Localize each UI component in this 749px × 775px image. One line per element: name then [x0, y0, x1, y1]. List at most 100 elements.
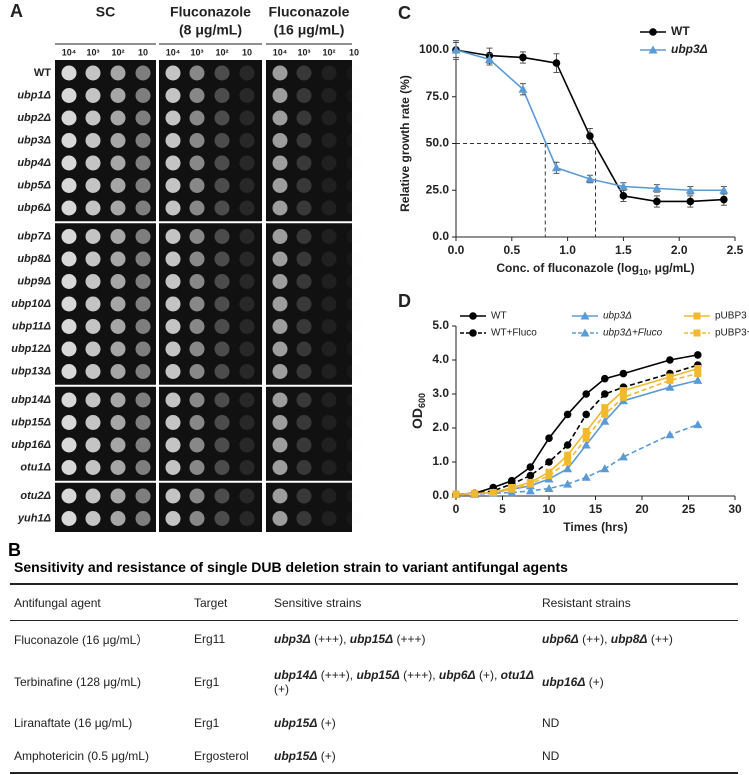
strain-label: WT — [34, 67, 51, 79]
dilution-label: 10³ — [297, 47, 310, 57]
colony-spot — [321, 392, 337, 408]
column-header: Resistant strains — [538, 583, 738, 621]
marker — [545, 472, 553, 480]
colony-spot — [346, 460, 362, 475]
colony-spot — [296, 251, 312, 267]
dilution-label: 10² — [322, 47, 335, 57]
colony-spot — [85, 460, 101, 475]
colony-spot — [214, 415, 230, 430]
colony-spot — [85, 110, 101, 126]
y-tick-label: 1.0 — [432, 454, 449, 468]
colony-spot — [346, 110, 362, 126]
legend-label: ubp3Δ+Fluco — [603, 328, 663, 339]
marker — [552, 59, 561, 67]
colony-spot — [296, 88, 312, 103]
colony-spot — [321, 319, 337, 334]
table-cell: ubp6Δ (++), ubp8Δ (++) — [542, 632, 673, 647]
colony-spot — [189, 251, 205, 267]
colony-spot — [239, 460, 255, 475]
colony-spot — [61, 341, 77, 357]
colony-spot — [272, 65, 288, 81]
colony-spot — [85, 155, 101, 171]
series-line — [455, 379, 698, 496]
colony-spot — [214, 251, 230, 267]
colony-spot — [346, 200, 362, 216]
marker — [582, 390, 590, 398]
colony-spot — [296, 178, 312, 193]
strain-label: ubp10Δ — [11, 298, 51, 310]
colony-spot — [85, 274, 101, 289]
strain-label: ubp4Δ — [17, 157, 51, 169]
colony-spot — [165, 88, 181, 103]
marker — [601, 374, 609, 383]
condition-dose: (16 μg/mL) — [274, 22, 345, 38]
colony-spot — [272, 110, 288, 126]
marker — [694, 370, 702, 378]
colony-spot — [321, 437, 337, 453]
colony-spot — [61, 460, 77, 475]
legend-label: ubp3Δ — [671, 42, 708, 56]
colony-spot — [214, 341, 230, 357]
marker — [563, 479, 573, 488]
colony-spot — [135, 110, 151, 126]
colony-spot — [110, 178, 126, 193]
dilution-label: 10 — [242, 47, 252, 57]
colony-spot — [110, 274, 126, 289]
colony-spot — [239, 110, 255, 126]
colony-spot — [135, 460, 151, 475]
x-axis-label: Conc. of fluconazole (log10, μg/mL) — [496, 261, 694, 277]
colony-spot — [135, 133, 151, 148]
colony-spot — [214, 392, 230, 408]
colony-spot — [214, 155, 230, 171]
x-axis-label-text: Times (hrs) — [563, 520, 627, 534]
colony-spot — [189, 392, 205, 408]
colony-spot — [272, 392, 288, 408]
colony-spot — [61, 88, 77, 103]
colony-spot — [214, 437, 230, 453]
strain-label: ubp6Δ — [17, 202, 51, 214]
marker — [619, 369, 628, 378]
marker — [564, 458, 572, 466]
table-cell: ND — [542, 715, 560, 730]
y-tick-label: 5.0 — [432, 318, 449, 332]
colony-spot — [272, 251, 288, 267]
colony-spot — [61, 296, 77, 312]
colony-spot — [61, 155, 77, 171]
colony-spot — [214, 364, 230, 379]
marker — [525, 486, 535, 495]
colony-spot — [272, 437, 288, 453]
colony-spot — [165, 200, 181, 216]
marker — [601, 410, 609, 418]
colony-spot — [189, 460, 205, 475]
strain-label: ubp12Δ — [11, 343, 51, 355]
colony-spot — [239, 296, 255, 312]
colony-spot — [165, 460, 181, 475]
strain-label: ubp11Δ — [12, 320, 51, 332]
colony-spot — [165, 155, 181, 171]
colony-spot — [61, 200, 77, 216]
colony-spot — [189, 296, 205, 312]
colony-spot — [214, 133, 230, 148]
colony-spot — [296, 364, 312, 379]
x-tick-label: 5 — [499, 502, 506, 516]
series-line — [455, 372, 698, 496]
table-cell: ubp15Δ (+) — [270, 739, 538, 774]
y-axis-label: Relative growth rate (%) — [398, 75, 412, 212]
marker — [693, 420, 703, 429]
strain-label: ubp16Δ — [11, 439, 51, 451]
marker — [564, 451, 572, 459]
marker — [545, 434, 553, 443]
colony-spot — [272, 178, 288, 193]
y-tick-label: 0.0 — [432, 229, 449, 243]
x-tick-label: 10 — [542, 502, 556, 516]
marker — [693, 375, 703, 384]
colony-spot — [165, 364, 181, 379]
colony-spot — [61, 65, 77, 81]
x-tick-label: 20 — [635, 502, 649, 516]
colony-spot — [61, 229, 77, 244]
colony-spot — [135, 415, 151, 430]
colony-spot — [214, 110, 230, 126]
colony-spot — [61, 133, 77, 148]
marker — [693, 329, 701, 337]
